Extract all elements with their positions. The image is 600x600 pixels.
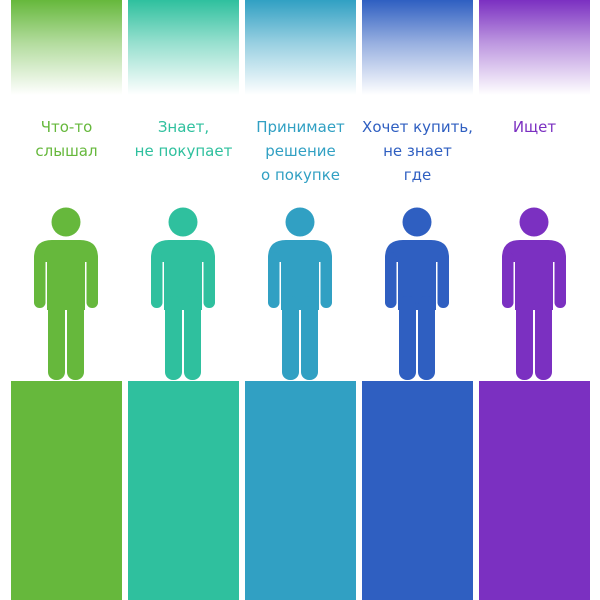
person-icon (245, 200, 356, 381)
stage-label-line: о покупке (261, 166, 340, 184)
stage-base-block (362, 381, 473, 600)
stage-base-block (11, 381, 122, 600)
stage-label-line: Ищет (512, 118, 557, 136)
stage-column: Ищет (479, 0, 590, 600)
stage-column: Принимает решение о покупке (245, 0, 356, 600)
gradient-bar (245, 0, 356, 95)
stage-label: Что-то слышал (5, 115, 128, 163)
gradient-bar (479, 0, 590, 95)
stage-label-line: где (403, 166, 432, 184)
stage-label-line: Хочет купить, (362, 118, 473, 136)
stage-label-line: слышал (35, 142, 98, 160)
stage-label: Хочет купить, не знает где (356, 115, 479, 187)
stage-label-line: Знает, (157, 118, 210, 136)
stage-label: Ищет (473, 115, 596, 139)
stage-column: Хочет купить, не знает где (362, 0, 473, 600)
gradient-bar (362, 0, 473, 95)
person-icon (362, 200, 473, 381)
stage-base-block (245, 381, 356, 600)
stage-column: Знает, не покупает (128, 0, 239, 600)
stage-label-line: не знает (383, 142, 452, 160)
person-icon (479, 200, 590, 381)
gradient-bar (128, 0, 239, 95)
stage-label: Принимает решение о покупке (239, 115, 362, 187)
stage-label-line: Что-то (40, 118, 93, 136)
stage-column: Что-то слышал (11, 0, 122, 600)
stage-label: Знает, не покупает (122, 115, 245, 163)
gradient-bar (11, 0, 122, 95)
stage-label-line: Принимает (256, 118, 345, 136)
stage-base-block (128, 381, 239, 600)
stage-label-line: решение (265, 142, 336, 160)
person-icon (128, 200, 239, 381)
person-icon (11, 200, 122, 381)
stage-base-block (479, 381, 590, 600)
stage-label-line: не покупает (134, 142, 233, 160)
